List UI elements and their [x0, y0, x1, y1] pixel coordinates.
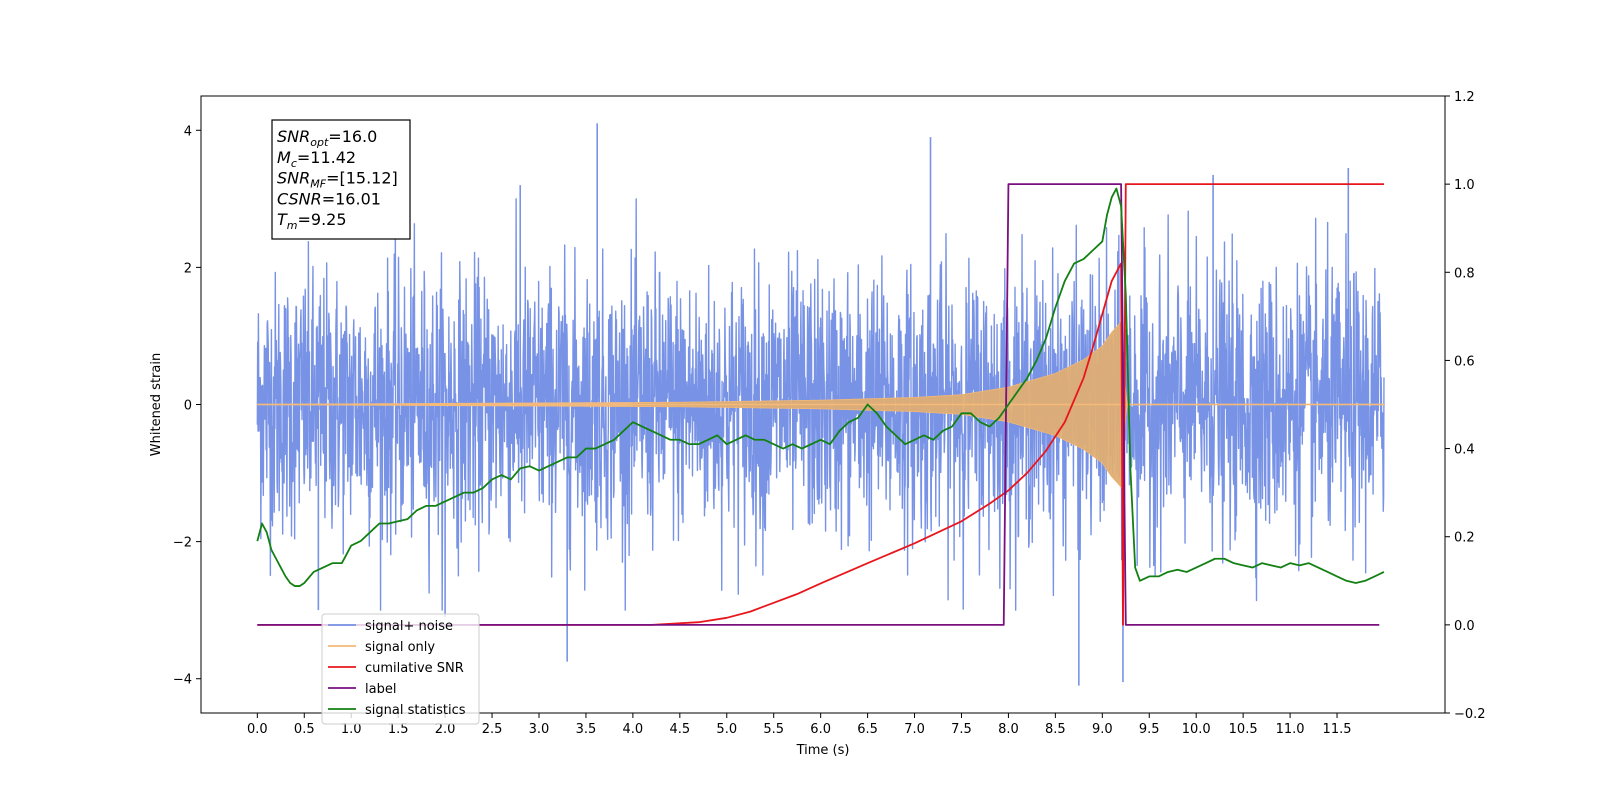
annotation-sub: c: [291, 157, 297, 170]
label-line: [257, 183, 1380, 626]
y-tick-label-right: 1.0: [1454, 178, 1475, 193]
legend-label: signal statistics: [365, 703, 466, 718]
y-axis-left: 4 2 0 −2 −4: [173, 124, 201, 688]
legend-frame: [321, 613, 480, 725]
annotation-line: Mc=11.42: [277, 148, 356, 170]
series-label: [257, 183, 1380, 626]
signal-statistics-line: [256, 187, 1385, 587]
annotation-sub: m: [287, 219, 298, 232]
y-tick-label-left: −4: [173, 673, 192, 688]
x-tick-label: 5.0: [716, 722, 737, 737]
legend-label: cumilative SNR: [365, 661, 464, 676]
x-tick-label: 6.0: [810, 722, 831, 737]
legend-label: signal only: [365, 640, 435, 655]
cumilative-snr-line: [257, 183, 1384, 626]
x-tick-label: 9.0: [1092, 722, 1113, 737]
annotation-var: SNR: [277, 169, 310, 188]
annotation-var: CSNR: [277, 189, 322, 208]
annotation-line: SNRMF=[15.12]: [277, 169, 398, 191]
x-tick-label: 8.0: [998, 722, 1019, 737]
x-axis-label: Time (s): [796, 743, 850, 758]
x-tick-label: 4.5: [669, 722, 690, 737]
noise-trace: [256, 198, 1385, 611]
annotation-box: SNRopt=16.0Mc=11.42SNRMF=[15.12]CSNR=16.…: [271, 119, 411, 240]
y-axis-label: Whitened strain: [149, 353, 164, 456]
x-tick-label: 10.5: [1229, 722, 1258, 737]
annotation-sub: opt: [310, 136, 329, 149]
x-tick-label: 10.0: [1182, 722, 1211, 737]
annotation-line: SNRopt=16.0: [277, 127, 377, 149]
annotation-var: SNR: [277, 127, 310, 146]
annotation-value: =16.0: [328, 127, 377, 146]
x-tick-label: 6.5: [857, 722, 878, 737]
annotation-line: Tm=9.25: [277, 210, 347, 232]
y-tick-label-right: 0.2: [1454, 531, 1475, 546]
x-tick-label: 3.5: [576, 722, 597, 737]
annotation-var: M: [277, 148, 291, 167]
series-cumilative-snr: [257, 183, 1384, 626]
y-tick-label-right: −0.2: [1454, 707, 1486, 722]
y-axis-right: 1.2 1.0 0.8 0.6 0.4 0.2 0.0 −0.2: [1445, 90, 1486, 722]
chirp-oscillation: [632, 322, 1131, 487]
y-tick-label-left: −2: [173, 536, 192, 551]
annotation-frame: [271, 119, 411, 240]
x-tick-label: 7.5: [951, 722, 972, 737]
annotation-value: =16.01: [322, 189, 381, 208]
y-tick-label-right: 1.2: [1454, 90, 1475, 105]
annotation-var: T: [277, 210, 288, 229]
x-axis: 0.0 0.5 1.0 1.5 2.0 2.5 3.0 3.5 4.0 4.5 5.0 5.5 6.0 6…: [247, 713, 1352, 737]
x-tick-label: 1.5: [388, 722, 409, 737]
series-signal-noise: [256, 123, 1385, 686]
x-tick-label: 8.5: [1045, 722, 1066, 737]
annotation-value: =[15.12]: [326, 169, 398, 188]
y-tick-label-right: 0.4: [1454, 443, 1475, 458]
y-tick-label-right: 0.8: [1454, 266, 1475, 281]
x-tick-label: 0.5: [294, 722, 315, 737]
series-signal-only: [257, 320, 1384, 489]
annotation-sub: MF: [310, 178, 326, 191]
x-tick-label: 2.5: [482, 722, 503, 737]
legend-label: signal+ noise: [365, 619, 453, 634]
legend: signal+ noise signal only cumilative SNR la…: [321, 613, 480, 725]
annotation-value: =9.25: [298, 210, 347, 229]
y-tick-label-left: 0: [184, 399, 192, 414]
x-tick-label: 0.0: [247, 722, 268, 737]
x-tick-label: 3.0: [529, 722, 550, 737]
y-tick-label-right: 0.6: [1454, 354, 1475, 369]
x-tick-label: 7.0: [904, 722, 925, 737]
x-tick-label: 11.5: [1323, 722, 1352, 737]
x-tick-label: 1.0: [341, 722, 362, 737]
y-tick-label-left: 4: [184, 124, 192, 139]
series-signal-statistics: [256, 187, 1385, 587]
x-tick-label: 5.5: [763, 722, 784, 737]
y-tick-label-right: 0.0: [1454, 619, 1475, 634]
x-tick-label: 2.0: [435, 722, 456, 737]
y-tick-label-left: 2: [184, 261, 192, 276]
legend-label: label: [365, 682, 396, 697]
x-tick-label: 9.5: [1139, 722, 1160, 737]
annotation-value: =11.42: [297, 148, 356, 167]
annotation-line: CSNR=16.01: [277, 189, 381, 208]
x-tick-label: 11.0: [1276, 722, 1305, 737]
x-tick-label: 4.0: [623, 722, 644, 737]
